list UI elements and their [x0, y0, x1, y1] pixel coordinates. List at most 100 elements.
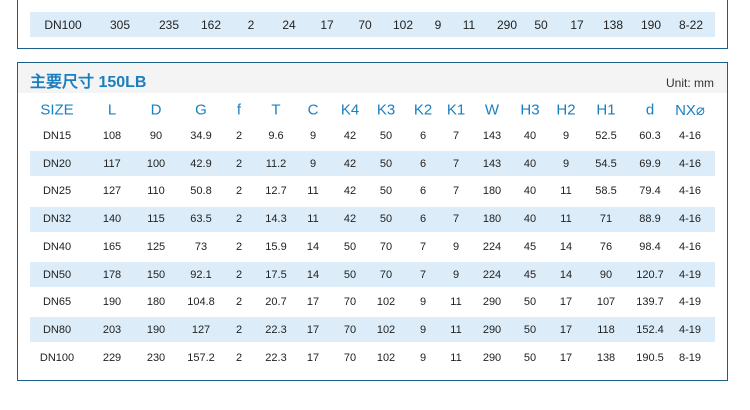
size-cell: DN25	[42, 185, 72, 198]
cell: 11	[450, 296, 462, 309]
cell: 290	[496, 18, 518, 32]
cell: 2	[235, 268, 243, 281]
cell: 9	[562, 130, 570, 142]
size-cell: DN80	[42, 323, 72, 336]
cell: 79.4	[639, 185, 661, 198]
cell: 180	[146, 296, 166, 309]
cell: 40	[523, 185, 537, 198]
cell: 22.3	[265, 323, 287, 336]
cell: 110	[147, 185, 165, 198]
cell: 17	[559, 351, 573, 364]
cell: 102	[392, 18, 414, 32]
cell: 203	[102, 323, 122, 336]
column-header: L	[107, 101, 117, 119]
cell: 50	[343, 240, 357, 253]
cell: 50	[379, 185, 393, 198]
cell: 2	[235, 130, 243, 142]
cell: 4-16	[678, 157, 702, 170]
top-table	[17, 0, 728, 49]
cell: 40	[523, 130, 537, 142]
cell: 190	[102, 296, 122, 309]
cell: 50	[379, 130, 393, 142]
cell: 17	[306, 351, 320, 364]
unit-label: Unit: mm	[666, 76, 714, 90]
cell: 14	[559, 240, 573, 253]
column-header: d	[645, 101, 655, 119]
cell: 40	[523, 157, 537, 170]
cell: 100	[146, 157, 166, 170]
column-header: f	[236, 101, 242, 119]
row-band	[30, 12, 715, 37]
row-band	[30, 151, 715, 177]
cell: 102	[376, 351, 396, 364]
row-band	[30, 206, 715, 232]
cell: 190.5	[636, 351, 664, 364]
cell: DN100	[44, 18, 82, 32]
cell: 180	[482, 213, 502, 226]
cell: 6	[419, 213, 427, 226]
cell: 7	[419, 268, 427, 281]
cell: 11	[560, 185, 572, 198]
cell: 17	[306, 296, 320, 309]
cell: 127	[191, 323, 211, 336]
cell: 7	[452, 157, 460, 170]
size-cell: DN65	[42, 296, 72, 309]
size-cell: DN15	[42, 130, 72, 142]
column-header: D	[150, 101, 162, 119]
cell: 45	[523, 240, 537, 253]
cell: 235	[158, 18, 180, 32]
cell: 2	[235, 240, 243, 253]
cell: 42	[343, 185, 357, 198]
row-band	[30, 317, 715, 343]
column-header: K4	[340, 101, 360, 119]
size-cell: DN50	[42, 268, 72, 281]
row-band	[30, 262, 715, 287]
cell: 6	[419, 185, 427, 198]
cell: 9.6	[268, 130, 284, 142]
cell: 73	[194, 240, 208, 253]
cell: 178	[102, 268, 122, 281]
cell: 9	[419, 351, 427, 364]
cell: 6	[419, 157, 427, 170]
cell: 229	[102, 351, 122, 364]
cell: 50	[343, 268, 357, 281]
cell: 11	[450, 323, 462, 336]
cell: 9	[562, 157, 570, 170]
cell: 50.8	[190, 185, 212, 198]
cell: 117	[103, 157, 121, 170]
column-header: H2	[556, 101, 576, 119]
cell: 162	[200, 18, 222, 32]
cell: 2	[235, 213, 243, 226]
cell: 140	[102, 213, 122, 226]
cell: 9	[309, 157, 317, 170]
cell: 14.3	[265, 213, 287, 226]
cell: 127	[102, 185, 122, 198]
cell: 17	[320, 18, 334, 32]
cell: 50	[523, 296, 537, 309]
cell: 4-16	[678, 213, 702, 226]
column-header: K3	[376, 101, 396, 119]
cell: 107	[596, 296, 616, 309]
cell: 88.9	[639, 213, 661, 226]
cell: 20.7	[265, 296, 287, 309]
cell: 17	[559, 296, 573, 309]
cell: 7	[452, 130, 460, 142]
cell: 108	[102, 130, 122, 142]
cell: 17	[570, 18, 584, 32]
cell: 90	[599, 268, 613, 281]
cell: 143	[482, 130, 502, 142]
cell: 11.2	[265, 157, 287, 170]
cell: 8-22	[678, 18, 704, 32]
cell: 50	[523, 351, 537, 364]
cell: 152.4	[636, 323, 664, 336]
cell: 15.9	[265, 240, 287, 253]
cell: 40	[523, 213, 537, 226]
size-cell: DN32	[42, 213, 72, 226]
cell: 34.9	[190, 130, 212, 142]
cell: 76	[599, 240, 613, 253]
cell: 150	[146, 268, 166, 281]
main-table	[17, 62, 728, 381]
cell: 9	[434, 18, 442, 32]
cell: 120.7	[636, 268, 664, 281]
size-cell: DN100	[39, 351, 75, 364]
